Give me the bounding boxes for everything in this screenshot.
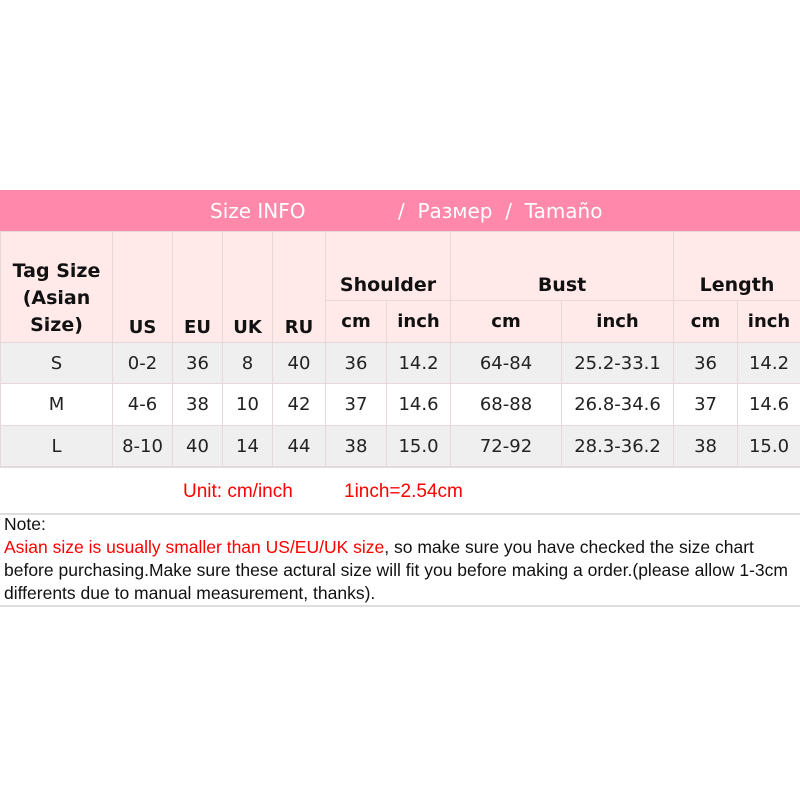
header-eu: EU [172, 231, 223, 343]
table-cell: 42 [272, 383, 326, 426]
note-label: Note: [4, 514, 46, 534]
table-cell: 37 [673, 383, 739, 426]
table-cell: 8-10 [112, 425, 173, 467]
unit-label: Unit: cm/inch [183, 481, 293, 502]
header-uk: UK [222, 231, 273, 343]
table-row: S 0-2 36 8 40 36 14.2 64-84 25.2-33.1 36 14.2 [0, 342, 800, 384]
table-cell: 4-6 [112, 383, 173, 426]
note-section: Note: Asian size is usually smaller than… [0, 513, 800, 607]
table-cell: 25.2-33.1 [561, 342, 675, 384]
table-cell: L [0, 425, 113, 467]
header-bust-cm: cm [450, 300, 563, 343]
header-us: US [112, 231, 173, 343]
size-table: Tag Size (Asian Size) US EU UK RU Should… [0, 231, 800, 467]
header-shoulder-cm: cm [325, 300, 387, 343]
table-cell: 38 [673, 425, 739, 467]
table-cell: S [0, 342, 113, 384]
table-cell: 38 [325, 425, 387, 467]
table-cell: 36 [325, 342, 387, 384]
table-cell: 68-88 [450, 383, 563, 426]
table-cell: 26.8-34.6 [561, 383, 675, 426]
table-cell: 15.0 [737, 425, 800, 467]
table-cell: 14.2 [385, 342, 452, 384]
header-length-inch: inch [737, 300, 800, 343]
header-bust: Bust [450, 231, 675, 301]
table-cell: 0-2 [112, 342, 173, 384]
header-shoulder: Shoulder [324, 231, 452, 301]
table-row: M 4-6 38 10 42 37 14.6 68-88 26.8-34.6 37 14.6 [0, 383, 800, 426]
table-cell: 40 [272, 342, 326, 384]
unit-row: Unit: cm/inch 1inch=2.54cm [0, 467, 800, 515]
header-tag-size: Tag Size (Asian Size) [0, 231, 113, 343]
table-cell: 28.3-36.2 [561, 425, 675, 467]
table-cell: 10 [222, 383, 273, 426]
header-length: Length [673, 231, 800, 301]
table-cell: 36 [673, 342, 739, 384]
table-cell: 14.6 [385, 383, 452, 426]
table-cell: 38 [172, 383, 223, 426]
table-cell: 72-92 [450, 425, 563, 467]
header-length-cm: cm [673, 300, 739, 343]
header-shoulder-inch: inch [385, 300, 452, 343]
table-cell: 64-84 [450, 342, 563, 384]
header-bust-inch: inch [561, 300, 675, 343]
header-ru: RU [272, 231, 326, 343]
table-cell: 14.2 [737, 342, 800, 384]
size-info-title: Size INFO / Размер / Tamaño [0, 190, 800, 231]
title-english: Size INFO [210, 199, 306, 223]
note-text: , so make sure you have checked the size… [4, 537, 788, 603]
unit-conversion: 1inch=2.54cm [344, 481, 463, 502]
table-cell: 14.6 [737, 383, 800, 426]
note-warning: Asian size is usually smaller than US/EU… [4, 537, 385, 557]
table-cell: 15.0 [385, 425, 452, 467]
table-row: L 8-10 40 14 44 38 15.0 72-92 28.3-36.2 38 15.0 [0, 425, 800, 467]
table-cell: 8 [222, 342, 273, 384]
table-cell: 44 [272, 425, 326, 467]
table-cell: 37 [325, 383, 387, 426]
table-cell: 14 [222, 425, 273, 467]
title-translations: / Размер / Tamaño [398, 199, 603, 223]
table-cell: M [0, 383, 113, 426]
table-cell: 36 [172, 342, 223, 384]
table-cell: 40 [172, 425, 223, 467]
